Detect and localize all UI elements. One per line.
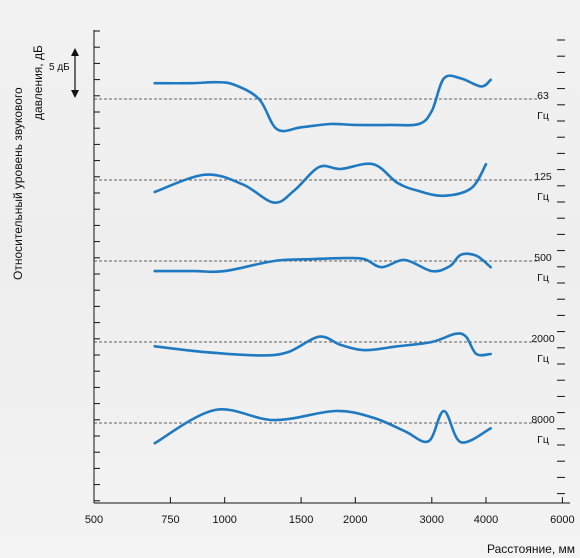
x-tick-label: 2000: [343, 514, 367, 526]
series-label-unit: Гц: [537, 191, 549, 203]
series-label-value: 63: [537, 90, 549, 102]
series-curve: [153, 162, 488, 204]
series-label-value: 500: [534, 252, 552, 264]
x-tick-label: 6000: [550, 514, 574, 526]
series-curve: [153, 408, 492, 445]
x-tick-label: 4000: [474, 514, 498, 526]
reference-lines: [94, 98, 540, 424]
series-curve: [153, 332, 492, 357]
x-tick-label: 1500: [289, 514, 313, 526]
scale-bar-arrow-up: [71, 48, 79, 56]
series-curve: [153, 252, 492, 274]
y-axis-label-line-1: Относительный уровень звукового: [11, 87, 25, 280]
series-label-unit: Гц: [537, 272, 549, 284]
series-label-unit: Гц: [537, 110, 549, 122]
series-label-unit: Гц: [537, 353, 549, 365]
series-label-unit: Гц: [537, 434, 549, 446]
scale-bar-arrow-down: [71, 90, 79, 98]
series-label-value: 8000: [531, 414, 555, 426]
x-tick-label: 1000: [212, 514, 236, 526]
x-tick-label: 750: [161, 514, 179, 526]
scale-bar-label: 5 дБ: [49, 62, 70, 73]
x-axis-label: Расстояние, мм: [487, 542, 575, 556]
series-curves: [153, 74, 492, 445]
series-label-value: 125: [534, 171, 552, 183]
x-tick-label: 3000: [420, 514, 444, 526]
series-curve: [153, 74, 492, 133]
y-axis-label-line-2: давления, дБ: [31, 45, 45, 120]
labels: Расстояние, мм Относительный уровень зву…: [11, 45, 575, 556]
axes: 500 750 1000 1500 2000 3000 4000 6000: [71, 30, 575, 526]
series-label-value: 2000: [531, 333, 555, 345]
x-tick-label: 500: [85, 514, 103, 526]
